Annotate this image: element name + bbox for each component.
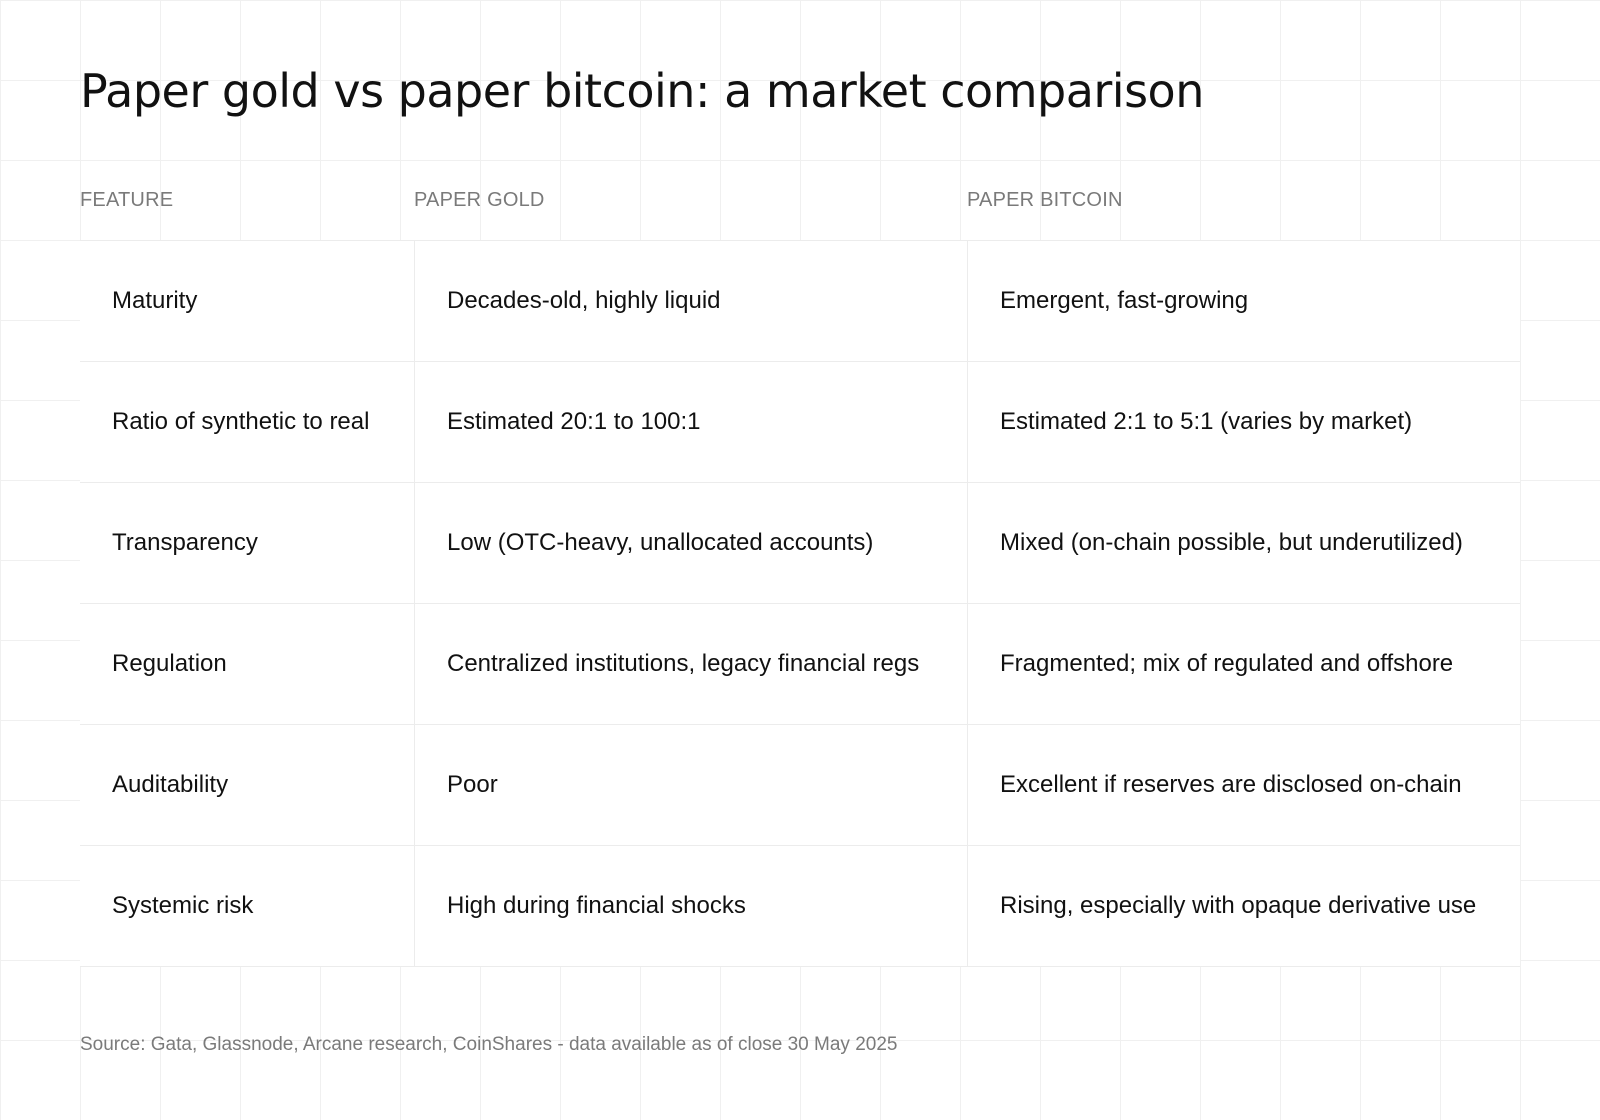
feature-cell: Maturity: [112, 287, 198, 314]
paper-bitcoin-cell: Rising, especially with opaque derivativ…: [967, 846, 1520, 966]
paper-gold-cell: Low (OTC-heavy, unallocated accounts): [414, 483, 967, 603]
feature-cell: Systemic risk: [112, 892, 254, 919]
paper-gold-cell: Estimated 20:1 to 100:1: [414, 362, 967, 482]
source-note: Source: Gata, Glassnode, Arcane research…: [80, 1034, 898, 1055]
table-row: Auditability Poor Excellent if reserves …: [80, 724, 1520, 845]
table-row: Transparency Low (OTC-heavy, unallocated…: [80, 482, 1520, 603]
table-row: Ratio of synthetic to real Estimated 20:…: [80, 361, 1520, 482]
paper-gold-cell: High during financial shocks: [414, 846, 967, 966]
paper-gold-cell: Centralized institutions, legacy financi…: [414, 604, 967, 724]
paper-bitcoin-cell: Emergent, fast-growing: [967, 241, 1520, 361]
comparison-table: FEATURE PAPER GOLD PAPER BITCOIN Maturit…: [80, 160, 1520, 967]
paper-gold-cell: Poor: [414, 725, 967, 845]
table-row: Systemic risk High during financial shoc…: [80, 845, 1520, 967]
paper-bitcoin-cell: Estimated 2:1 to 5:1 (varies by market): [967, 362, 1520, 482]
feature-cell: Regulation: [112, 650, 227, 677]
paper-bitcoin-cell: Mixed (on-chain possible, but underutili…: [967, 483, 1520, 603]
header-paper-bitcoin: PAPER BITCOIN: [967, 188, 1123, 211]
feature-cell: Transparency: [112, 529, 258, 556]
feature-cell: Ratio of synthetic to real: [112, 408, 370, 435]
paper-bitcoin-cell: Fragmented; mix of regulated and offshor…: [967, 604, 1520, 724]
paper-gold-cell: Decades-old, highly liquid: [414, 241, 967, 361]
header-paper-gold: PAPER GOLD: [414, 188, 545, 211]
paper-bitcoin-cell: Excellent if reserves are disclosed on-c…: [967, 725, 1520, 845]
table-row: Regulation Centralized institutions, leg…: [80, 603, 1520, 724]
table-header-row: FEATURE PAPER GOLD PAPER BITCOIN: [80, 160, 1520, 240]
header-feature: FEATURE: [80, 188, 174, 211]
feature-cell: Auditability: [112, 771, 229, 798]
table-body: Maturity Decades-old, highly liquid Emer…: [80, 240, 1520, 967]
table-row: Maturity Decades-old, highly liquid Emer…: [80, 240, 1520, 361]
page-title: Paper gold vs paper bitcoin: a market co…: [80, 64, 1204, 118]
